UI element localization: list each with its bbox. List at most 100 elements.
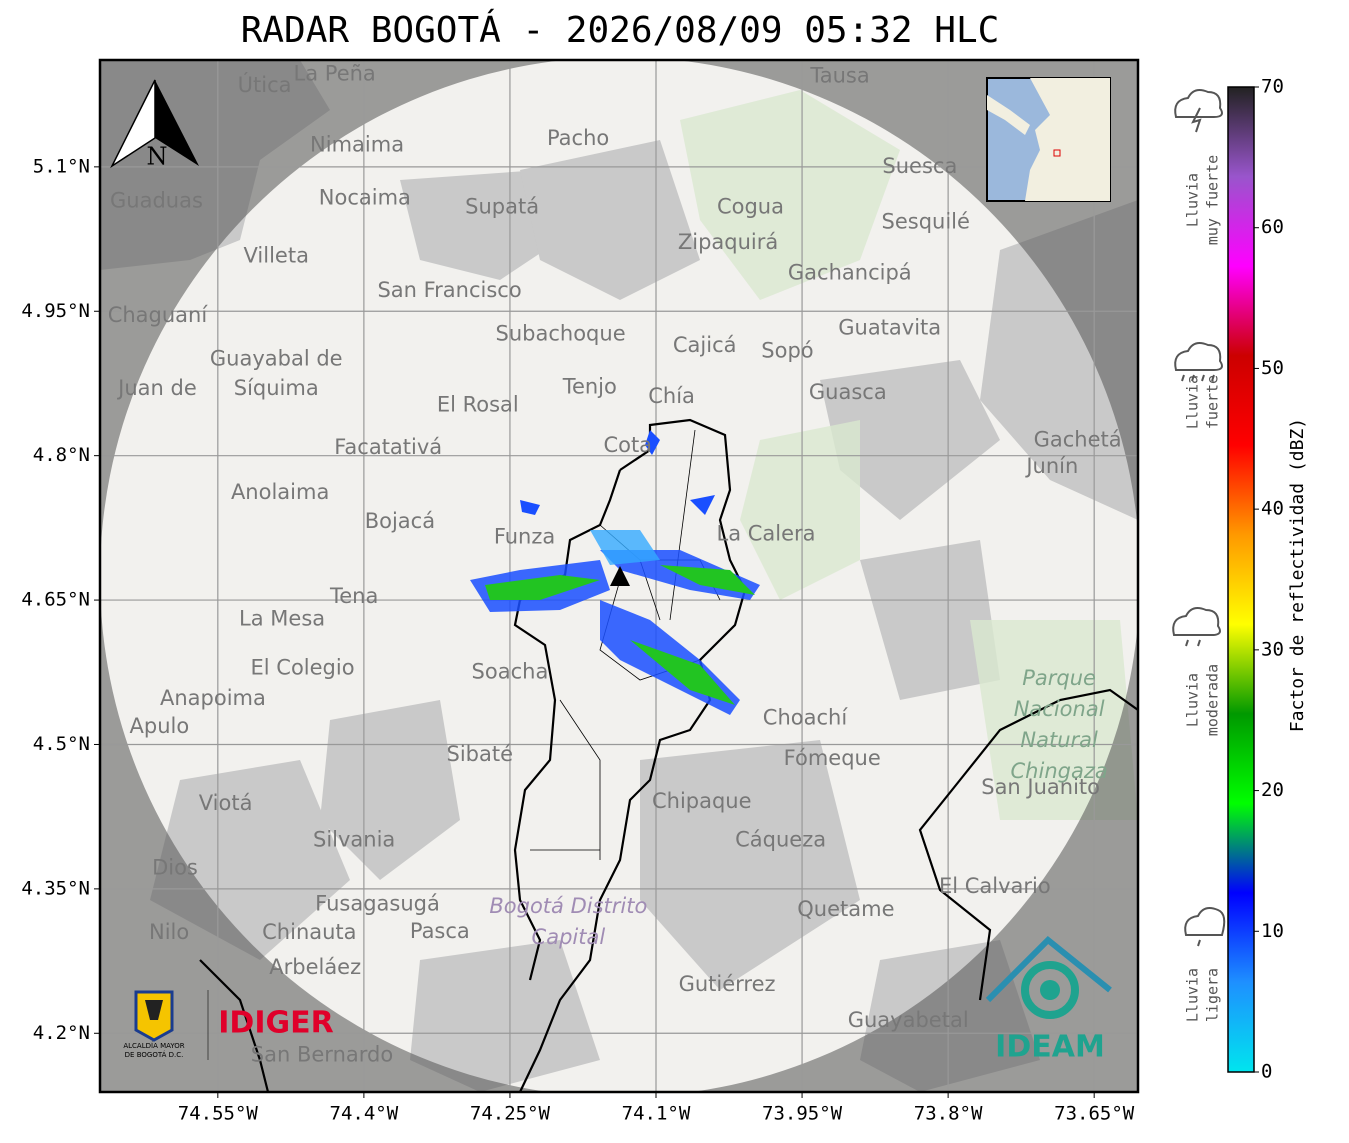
y-tick-label: 4.8°N	[33, 444, 90, 466]
place-label: Sibaté	[446, 742, 513, 766]
colorbar-tick-label: 70	[1261, 76, 1284, 98]
radar-echoes	[470, 430, 760, 715]
place-label: Anolaima	[231, 480, 329, 504]
place-label: Pacho	[547, 126, 609, 150]
place-label: Sopó	[761, 339, 813, 363]
place-label: Quetame	[797, 897, 894, 921]
place-label: Guayabetal	[848, 1008, 969, 1032]
rain-class-label: ligera	[1204, 968, 1222, 1022]
place-label: Suesca	[882, 154, 957, 178]
place-label: Chaguaní	[108, 303, 209, 327]
x-tick-label: 74.25°W	[470, 1103, 551, 1125]
colorbar-label: Factor de reflectividad (dBZ)	[1287, 418, 1308, 732]
place-label: Facatativá	[334, 435, 442, 459]
place-label: Tena	[329, 584, 378, 608]
place-label: Zipaquirá	[678, 230, 778, 254]
area-label: Chingaza	[1011, 759, 1108, 783]
place-label: Nilo	[149, 920, 189, 944]
x-tick-label: 74.4°W	[330, 1103, 399, 1125]
place-label: Soacha	[472, 659, 549, 683]
x-tick-label: 73.95°W	[762, 1103, 843, 1125]
place-label: Útica	[238, 72, 292, 97]
rain-class-label: Lluvia	[1184, 968, 1202, 1022]
place-label: Villeta	[244, 243, 309, 267]
colorbar-tick-label: 10	[1261, 920, 1284, 942]
y-tick-label: 4.65°N	[21, 589, 90, 611]
place-label: Supatá	[465, 194, 539, 218]
place-label: Nimaima	[310, 133, 404, 157]
place-label: Cota	[603, 433, 652, 457]
place-label: La Peña	[294, 61, 376, 85]
x-tick-label: 73.65°W	[1054, 1103, 1135, 1125]
place-label: Chinauta	[262, 920, 356, 944]
rain-icons	[1172, 89, 1226, 947]
place-label: Anapoima	[160, 686, 266, 710]
place-label: Guayabal de	[210, 346, 343, 370]
colorbar-tick-label: 30	[1261, 638, 1284, 660]
place-label: Tenjo	[562, 374, 617, 398]
place-label: Cogua	[717, 194, 784, 218]
place-label: Junín	[1024, 454, 1078, 478]
area-label: Parque	[1022, 666, 1096, 690]
y-tick-label: 4.5°N	[33, 733, 90, 755]
place-label: Funza	[494, 524, 555, 548]
place-label: Guasca	[809, 380, 887, 404]
place-label: Guaduas	[110, 189, 203, 213]
place-label: Sesquilé	[882, 210, 970, 234]
place-label: Gachetá	[1034, 427, 1122, 451]
area-label: Natural	[1020, 728, 1098, 752]
place-label: Apulo	[130, 714, 190, 738]
grid	[100, 60, 1138, 1092]
place-label: Guatavita	[838, 316, 941, 340]
place-label: Cajicá	[673, 333, 737, 357]
north-arrow: N	[110, 79, 199, 171]
map-frame	[98, 58, 1140, 1094]
rain-class-label: muy fuerte	[1204, 155, 1222, 245]
colorbar-scale	[1227, 86, 1255, 1073]
place-label: Chipaque	[652, 789, 752, 813]
y-tick-label: 4.2°N	[33, 1022, 90, 1044]
place-label: Fusagasugá	[315, 891, 440, 915]
inset-map	[986, 77, 1111, 202]
radar-site	[610, 566, 630, 586]
colorbar-tick-label: 40	[1261, 498, 1284, 520]
place-label: San Juanito	[981, 775, 1100, 799]
place-label: Silvania	[313, 828, 395, 852]
y-tick-label: 5.1°N	[33, 155, 90, 177]
place-label: El Colegio	[251, 655, 355, 679]
place-label: Chía	[648, 384, 695, 408]
colorbar-tick-label: 50	[1261, 357, 1284, 379]
place-label: San Bernardo	[251, 1042, 393, 1066]
colorbar: 0 10 20 30 40 50 60 70 Factor de reflectividad (…	[1227, 76, 1308, 1083]
y-tick-label: 4.95°N	[21, 300, 90, 322]
area-label: Capital	[532, 925, 606, 949]
place-label: Choachí	[763, 705, 849, 729]
place-label: Juan de	[116, 376, 197, 400]
place-label: Bojacá	[365, 509, 435, 533]
place-label: Gachancipá	[788, 261, 912, 285]
colorbar-tick-label: 0	[1261, 1061, 1272, 1083]
area-label: Bogotá Distrito	[489, 894, 647, 918]
place-label: Cáqueza	[735, 828, 826, 852]
alcaldia-text: DE BOGOTÁ D.C.	[125, 1050, 184, 1059]
x-tick-label: 74.55°W	[178, 1103, 259, 1125]
place-label: Síquima	[234, 376, 319, 400]
place-label: Arbeláez	[269, 955, 361, 979]
place-label: Gutiérrez	[679, 972, 776, 996]
place-label: Fómeque	[784, 746, 881, 770]
title: RADAR BOGOTÁ - 2026/08/09 05:32 HLC	[241, 9, 1000, 51]
area-label: Nacional	[1014, 697, 1105, 721]
place-label: El Rosal	[437, 393, 519, 417]
place-label: Tausa	[809, 63, 869, 87]
x-tick-label: 74.1°W	[622, 1103, 691, 1125]
idiger-logo: IDIGER	[218, 1006, 333, 1041]
place-label: Nocaima	[319, 186, 411, 210]
rain-class-label: Lluvia	[1184, 673, 1202, 727]
rain-class-label: Lluvia	[1184, 375, 1202, 429]
north-label: N	[147, 143, 168, 171]
